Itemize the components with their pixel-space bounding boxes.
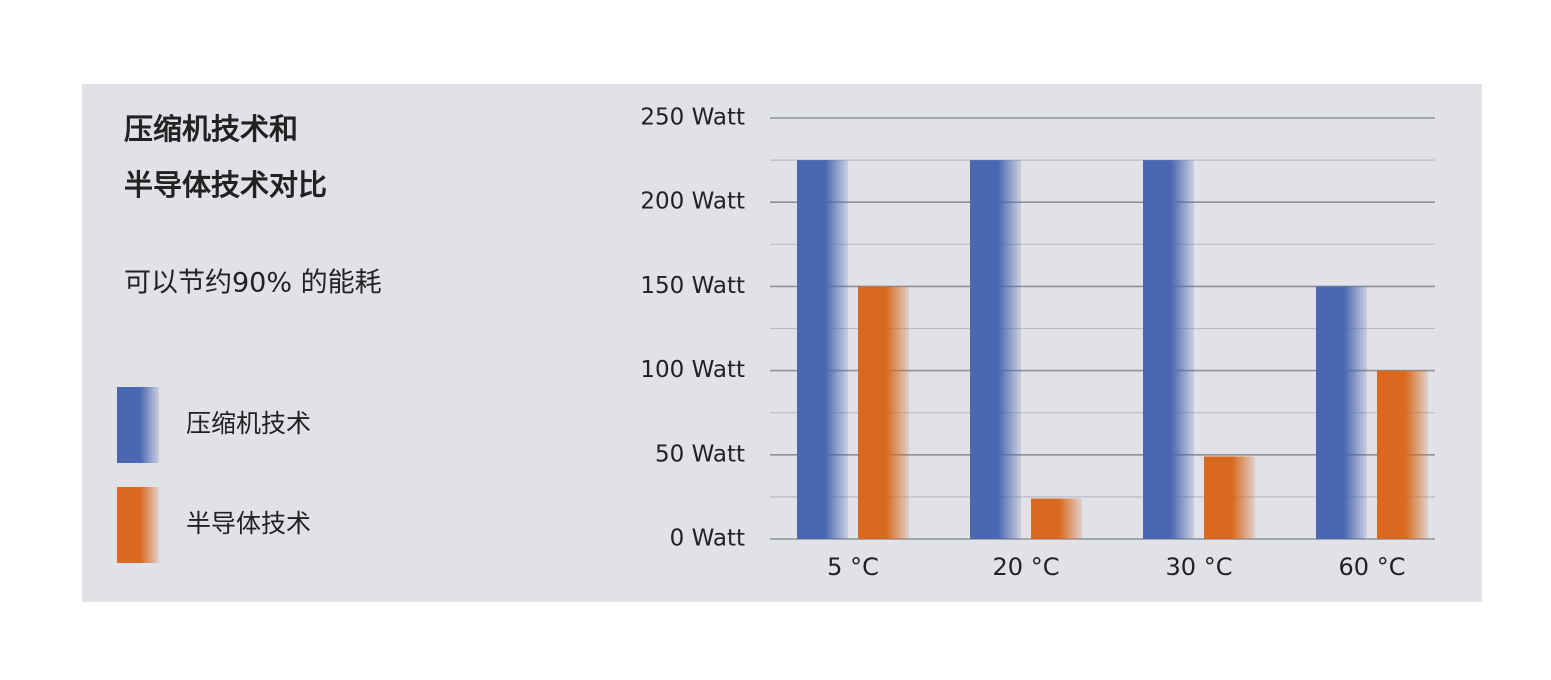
y-tick-label: 150 Watt bbox=[640, 273, 745, 299]
bar bbox=[797, 160, 848, 539]
bar bbox=[1377, 370, 1428, 539]
chart-title: 半导体技术对比 bbox=[124, 168, 327, 202]
bar bbox=[1204, 456, 1255, 539]
chart-title: 压缩机技术和 bbox=[124, 112, 298, 146]
bar bbox=[1031, 498, 1082, 539]
y-tick-label: 50 Watt bbox=[655, 441, 745, 467]
y-tick-label: 0 Watt bbox=[670, 526, 745, 552]
x-tick-label: 60 °C bbox=[1339, 553, 1406, 581]
x-tick-label: 30 °C bbox=[1166, 553, 1233, 581]
legend-label: 半导体技术 bbox=[186, 509, 311, 538]
chart-subtitle: 可以节约90% 的能耗 bbox=[124, 268, 382, 299]
legend-swatch bbox=[117, 487, 159, 563]
x-tick-label: 5 °C bbox=[827, 553, 879, 581]
y-tick-label: 250 Watt bbox=[640, 105, 745, 131]
y-tick-label: 200 Watt bbox=[640, 189, 745, 215]
legend-swatch bbox=[117, 387, 159, 463]
y-tick-label: 100 Watt bbox=[640, 357, 745, 383]
bar bbox=[858, 286, 909, 539]
bar bbox=[1316, 286, 1367, 539]
legend-label: 压缩机技术 bbox=[186, 409, 311, 438]
bar bbox=[970, 160, 1021, 539]
x-tick-label: 20 °C bbox=[993, 553, 1060, 581]
bar bbox=[1143, 160, 1194, 539]
